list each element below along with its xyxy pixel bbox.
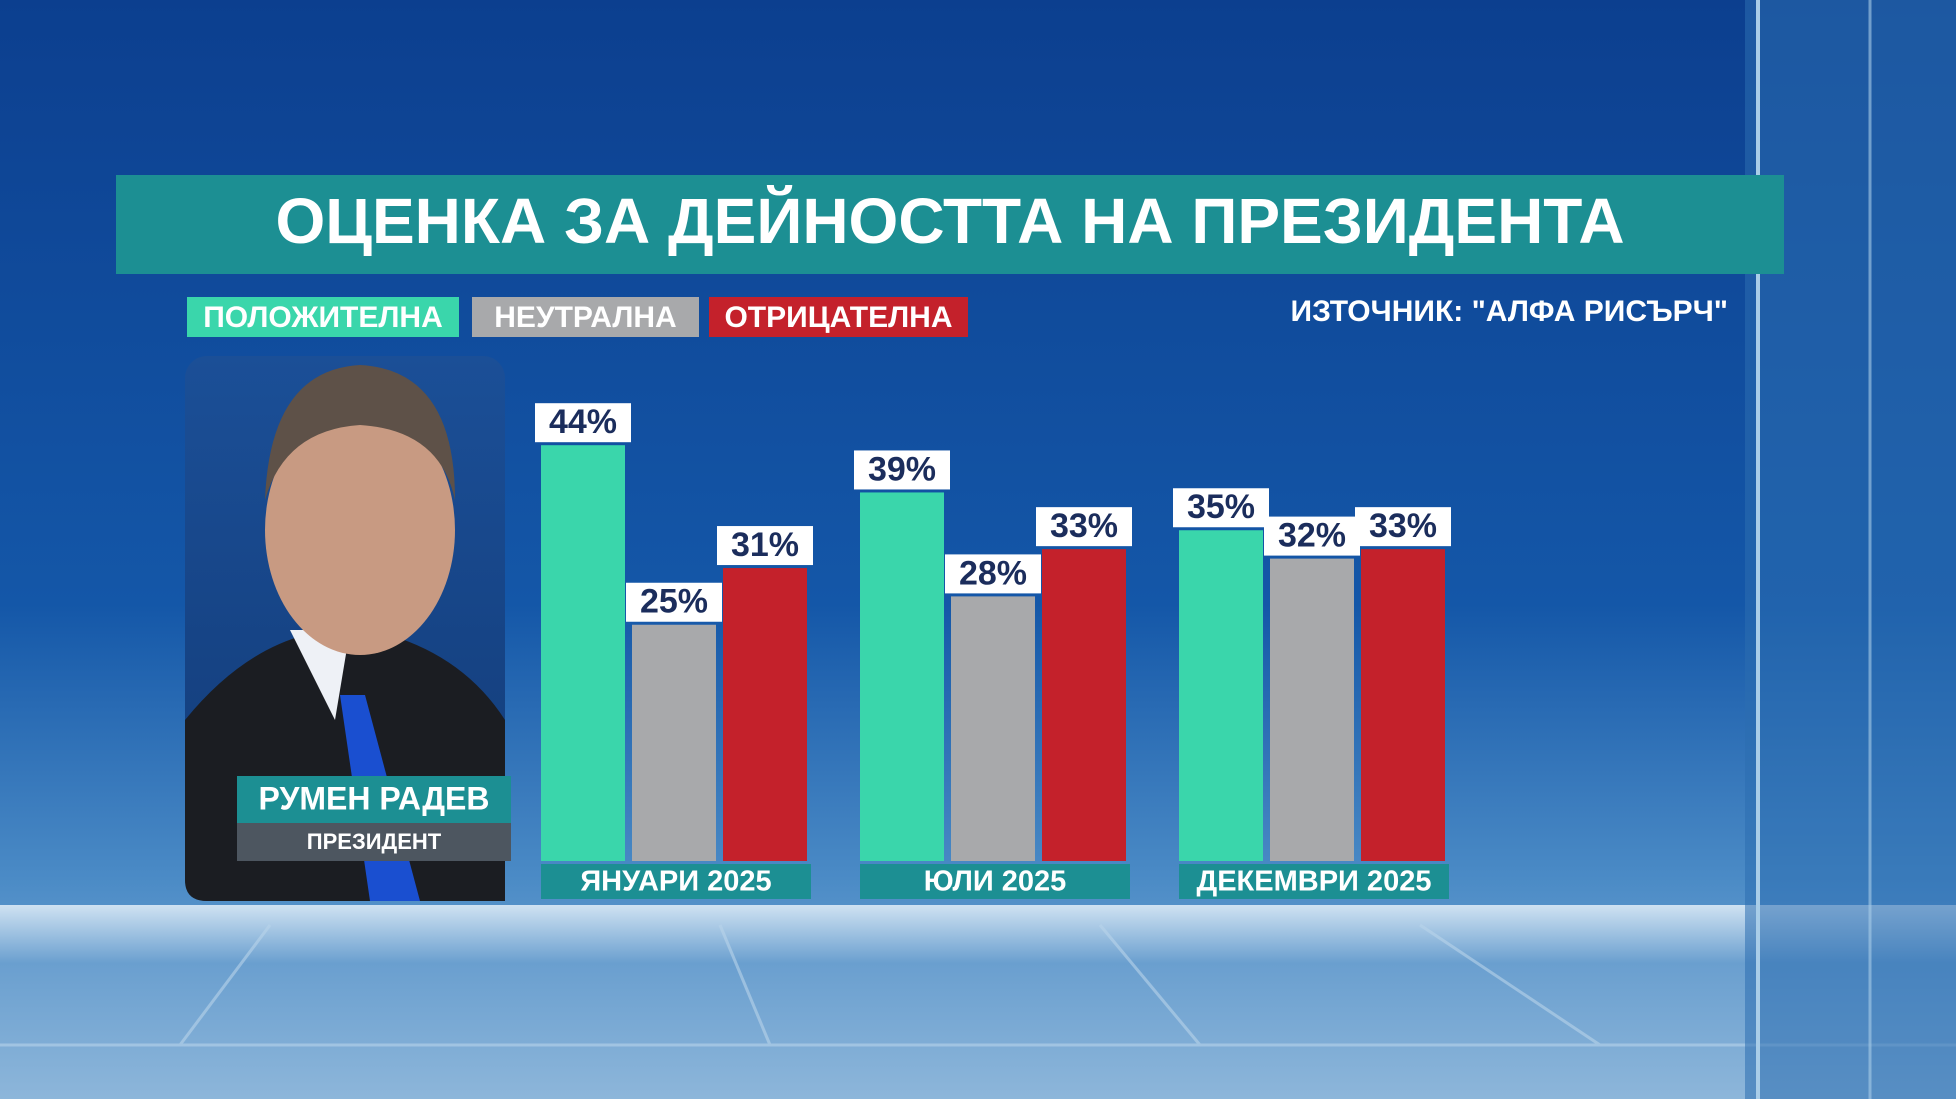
bar	[541, 445, 625, 861]
value-label-bg	[945, 554, 1041, 594]
value-label: 33%	[1050, 507, 1118, 545]
category-box	[860, 864, 1130, 899]
bar	[632, 624, 716, 861]
value-label: 32%	[1278, 517, 1346, 555]
legend-swatch	[187, 297, 459, 337]
value-label-bg	[717, 526, 813, 566]
title-banner	[116, 175, 1784, 274]
legend-label: НЕУТРАЛНА	[494, 301, 676, 334]
side-panel	[1745, 0, 1956, 1099]
x-tick-label: ДЕКЕМВРИ 2025	[1197, 866, 1432, 898]
bar	[1042, 549, 1126, 861]
value-label: 25%	[640, 583, 708, 621]
value-label-bg	[1173, 488, 1269, 528]
bar	[951, 596, 1035, 861]
bar	[860, 492, 944, 861]
name-box	[237, 776, 511, 823]
floor-lines	[0, 923, 1956, 1047]
value-label: 28%	[959, 554, 1027, 592]
value-label: 31%	[731, 526, 799, 564]
category-box	[541, 864, 811, 899]
role-box	[237, 823, 511, 861]
bar	[1179, 530, 1263, 861]
value-label: 39%	[868, 450, 936, 488]
value-label-bg	[535, 403, 631, 443]
bar	[1270, 558, 1354, 861]
chart-title: ОЦЕНКА ЗА ДЕЙНОСТТА НА ПРЕЗИДЕНТА	[275, 184, 1624, 257]
legend-label: ОТРИЦАТЕЛНА	[724, 301, 952, 334]
x-tick-label: ЮЛИ 2025	[924, 866, 1067, 898]
legend-swatch	[709, 297, 968, 337]
value-label: 44%	[549, 403, 617, 441]
value-label-bg	[1264, 516, 1360, 556]
floor	[0, 905, 1956, 1099]
legend-swatch	[472, 297, 699, 337]
value-label-bg	[854, 450, 950, 490]
value-label: 35%	[1187, 488, 1255, 526]
x-tick-label: ЯНУАРИ 2025	[580, 866, 771, 898]
bar	[723, 568, 807, 861]
person-role: ПРЕЗИДЕНТ	[307, 829, 442, 854]
category-box	[1179, 864, 1449, 899]
bar	[1361, 549, 1445, 861]
value-label-bg	[1355, 507, 1451, 547]
legend-label: ПОЛОЖИТЕЛНА	[203, 301, 443, 334]
value-label-bg	[626, 582, 722, 622]
value-label: 33%	[1369, 507, 1437, 545]
person-name: РУМЕН РАДЕВ	[259, 780, 490, 816]
value-label-bg	[1036, 507, 1132, 547]
source: ИЗТОЧНИК: "АЛФА РИСЪРЧ"	[1291, 295, 1728, 328]
